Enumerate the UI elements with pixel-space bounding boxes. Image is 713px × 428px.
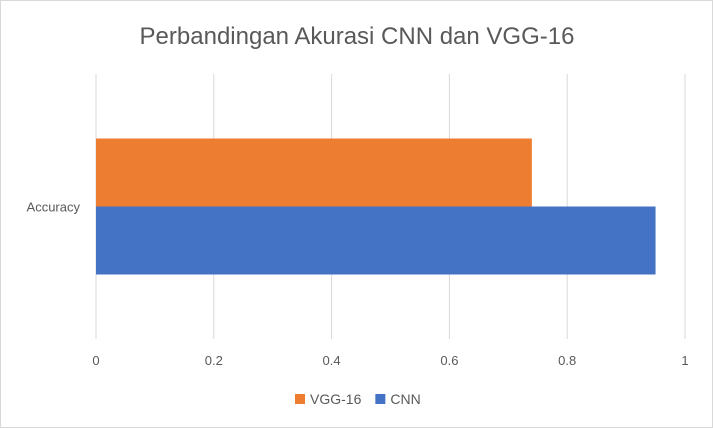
legend: VGG-16 CNN	[295, 391, 421, 407]
x-tick-label: 0.6	[440, 353, 458, 368]
x-tick-label: 1	[681, 353, 688, 368]
chart-title: Perbandingan Akurasi CNN dan VGG-16	[140, 23, 575, 50]
category-label: Accuracy	[27, 200, 81, 215]
x-tick-label: 0	[92, 353, 99, 368]
x-tick-label: 0.8	[558, 353, 576, 368]
legend-label: CNN	[390, 391, 420, 407]
x-tick-labels: 0 0.2 0.4 0.6 0.8 1	[92, 353, 688, 368]
bar-cnn	[96, 206, 656, 275]
legend-swatch	[375, 394, 386, 404]
legend-label: VGG-16	[310, 391, 362, 407]
legend-swatch	[295, 394, 305, 404]
x-tick-label: 0.4	[323, 353, 341, 368]
bars	[96, 138, 656, 275]
category-labels: Accuracy	[27, 200, 81, 215]
bar-vgg-16	[96, 138, 532, 207]
x-tick-label: 0.2	[205, 353, 223, 368]
